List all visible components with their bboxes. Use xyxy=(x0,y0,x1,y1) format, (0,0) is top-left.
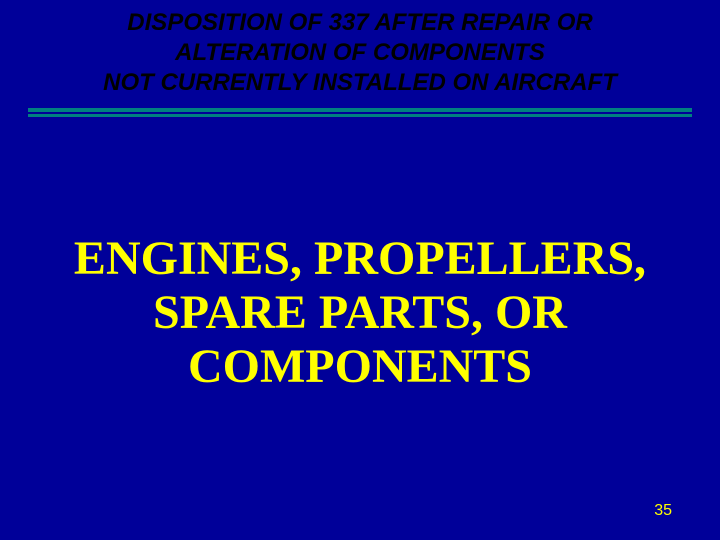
body-line-1: ENGINES, PROPELLERS, xyxy=(60,232,660,286)
title-line-2: ALTERATION OF COMPONENTS xyxy=(40,38,680,68)
divider-bar-bottom xyxy=(28,114,692,117)
title-line-1: DISPOSITION OF 337 AFTER REPAIR OR xyxy=(40,8,680,38)
slide: DISPOSITION OF 337 AFTER REPAIR OR ALTER… xyxy=(0,0,720,540)
body-line-2: SPARE PARTS, OR xyxy=(60,286,660,340)
page-number: 35 xyxy=(654,502,672,520)
slide-title: DISPOSITION OF 337 AFTER REPAIR OR ALTER… xyxy=(0,8,720,98)
slide-body: ENGINES, PROPELLERS, SPARE PARTS, OR COM… xyxy=(0,232,720,393)
title-divider xyxy=(28,108,692,118)
body-line-3: COMPONENTS xyxy=(60,340,660,394)
title-line-3: NOT CURRENTLY INSTALLED ON AIRCRAFT xyxy=(40,68,680,98)
